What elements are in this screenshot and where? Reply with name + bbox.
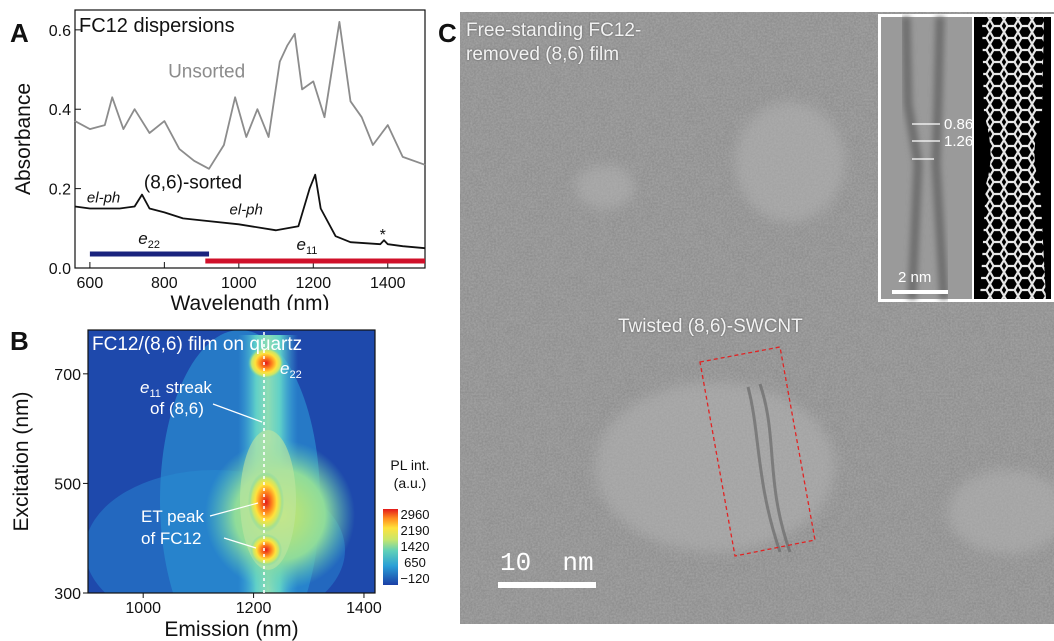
panel-a-title: FC12 dispersions	[79, 15, 235, 37]
x-tick-label: 800	[151, 275, 178, 292]
et-label-1: ET peak	[141, 507, 205, 526]
sorted-series-line	[74, 173, 426, 250]
panel-a-frame	[74, 9, 426, 269]
sorted-label: (8,6)-sorted	[144, 173, 242, 194]
panel-b-letter: B	[10, 326, 29, 356]
asterisk-label: *	[380, 227, 386, 244]
y-tick-label: 0.2	[49, 182, 71, 199]
b-y-tick-label: 700	[54, 367, 81, 384]
x-tick-label: 1200	[296, 275, 332, 292]
panel-c-letter: C	[438, 18, 457, 48]
b-y-tick-label: 300	[54, 586, 81, 603]
inset-scale-label: 2 nm	[898, 269, 931, 286]
streak-label-2: of (8,6)	[150, 399, 204, 418]
panel-a-chart: 600 800 1000 1200 1400 0.0 0.2 0.4 0.6 Wavelength…	[12, 9, 426, 310]
inset-scale-bar	[892, 290, 948, 294]
e11-label: e11	[297, 235, 318, 257]
x-tick-label: 1000	[221, 275, 257, 292]
y-tick-label: 0.0	[49, 261, 71, 278]
x-axis-label: Wavelength (nm)	[170, 292, 329, 310]
x-tick-label: 600	[77, 275, 104, 292]
b-x-tick-label: 1400	[346, 600, 382, 617]
inset-value-2: 1.26	[944, 133, 973, 150]
twisted-label: Twisted (8,6)-SWCNT	[618, 316, 803, 337]
y-tick-label: 0.6	[49, 23, 71, 40]
inset-value-1: 0.86	[944, 116, 973, 133]
colorbar	[383, 509, 398, 585]
panel-b-e22: e22	[280, 359, 302, 381]
streak-label-1: e11 streak	[140, 378, 212, 400]
tem-image	[460, 12, 1054, 624]
panel-a-letter: A	[10, 18, 29, 48]
e22-label: e22	[138, 229, 160, 251]
unsorted-label: Unsorted	[168, 61, 245, 82]
colorbar-title-1: PL int.	[390, 457, 429, 473]
b-x-axis-label: Emission (nm)	[164, 618, 298, 641]
panel-b-chart: 1000 1200 1400 300 500 700 Emission (nm) Excita…	[10, 329, 430, 641]
x-tick-label: 1400	[370, 275, 406, 292]
b-y-tick-label: 500	[54, 476, 81, 493]
colorbar-tick-label: 2190	[401, 523, 430, 538]
colorbar-tick-label: 1420	[401, 539, 430, 554]
y-tick-label: 0.4	[49, 102, 71, 119]
b-x-tick-label: 1000	[125, 600, 161, 617]
unsorted-series-line	[74, 21, 426, 170]
scale-label: 10 nm	[500, 548, 594, 578]
b-x-tick-label: 1200	[236, 600, 272, 617]
y-axis-label: Absorbance	[12, 83, 35, 195]
tem-caption-1: Free-standing FC12-	[466, 20, 642, 41]
panel-b-title: FC12/(8,6) film on quartz	[92, 334, 302, 355]
b-y-axis-label: Excitation (nm)	[10, 391, 33, 531]
colorbar-tick-label: −120	[400, 571, 429, 586]
tem-caption-2: removed (8,6) film	[466, 44, 620, 65]
colorbar-tick-label: 2960	[401, 507, 430, 522]
colorbar-tick-label: 650	[404, 555, 426, 570]
tem-inset: 0.86 1.26 2 nm	[878, 14, 1054, 302]
et-label-2: of FC12	[141, 529, 201, 548]
colorbar-title-2: (a.u.)	[394, 475, 427, 491]
elph-label-2: el-ph	[230, 201, 263, 218]
scale-bar	[498, 582, 596, 588]
elph-label-1: el-ph	[87, 190, 120, 207]
